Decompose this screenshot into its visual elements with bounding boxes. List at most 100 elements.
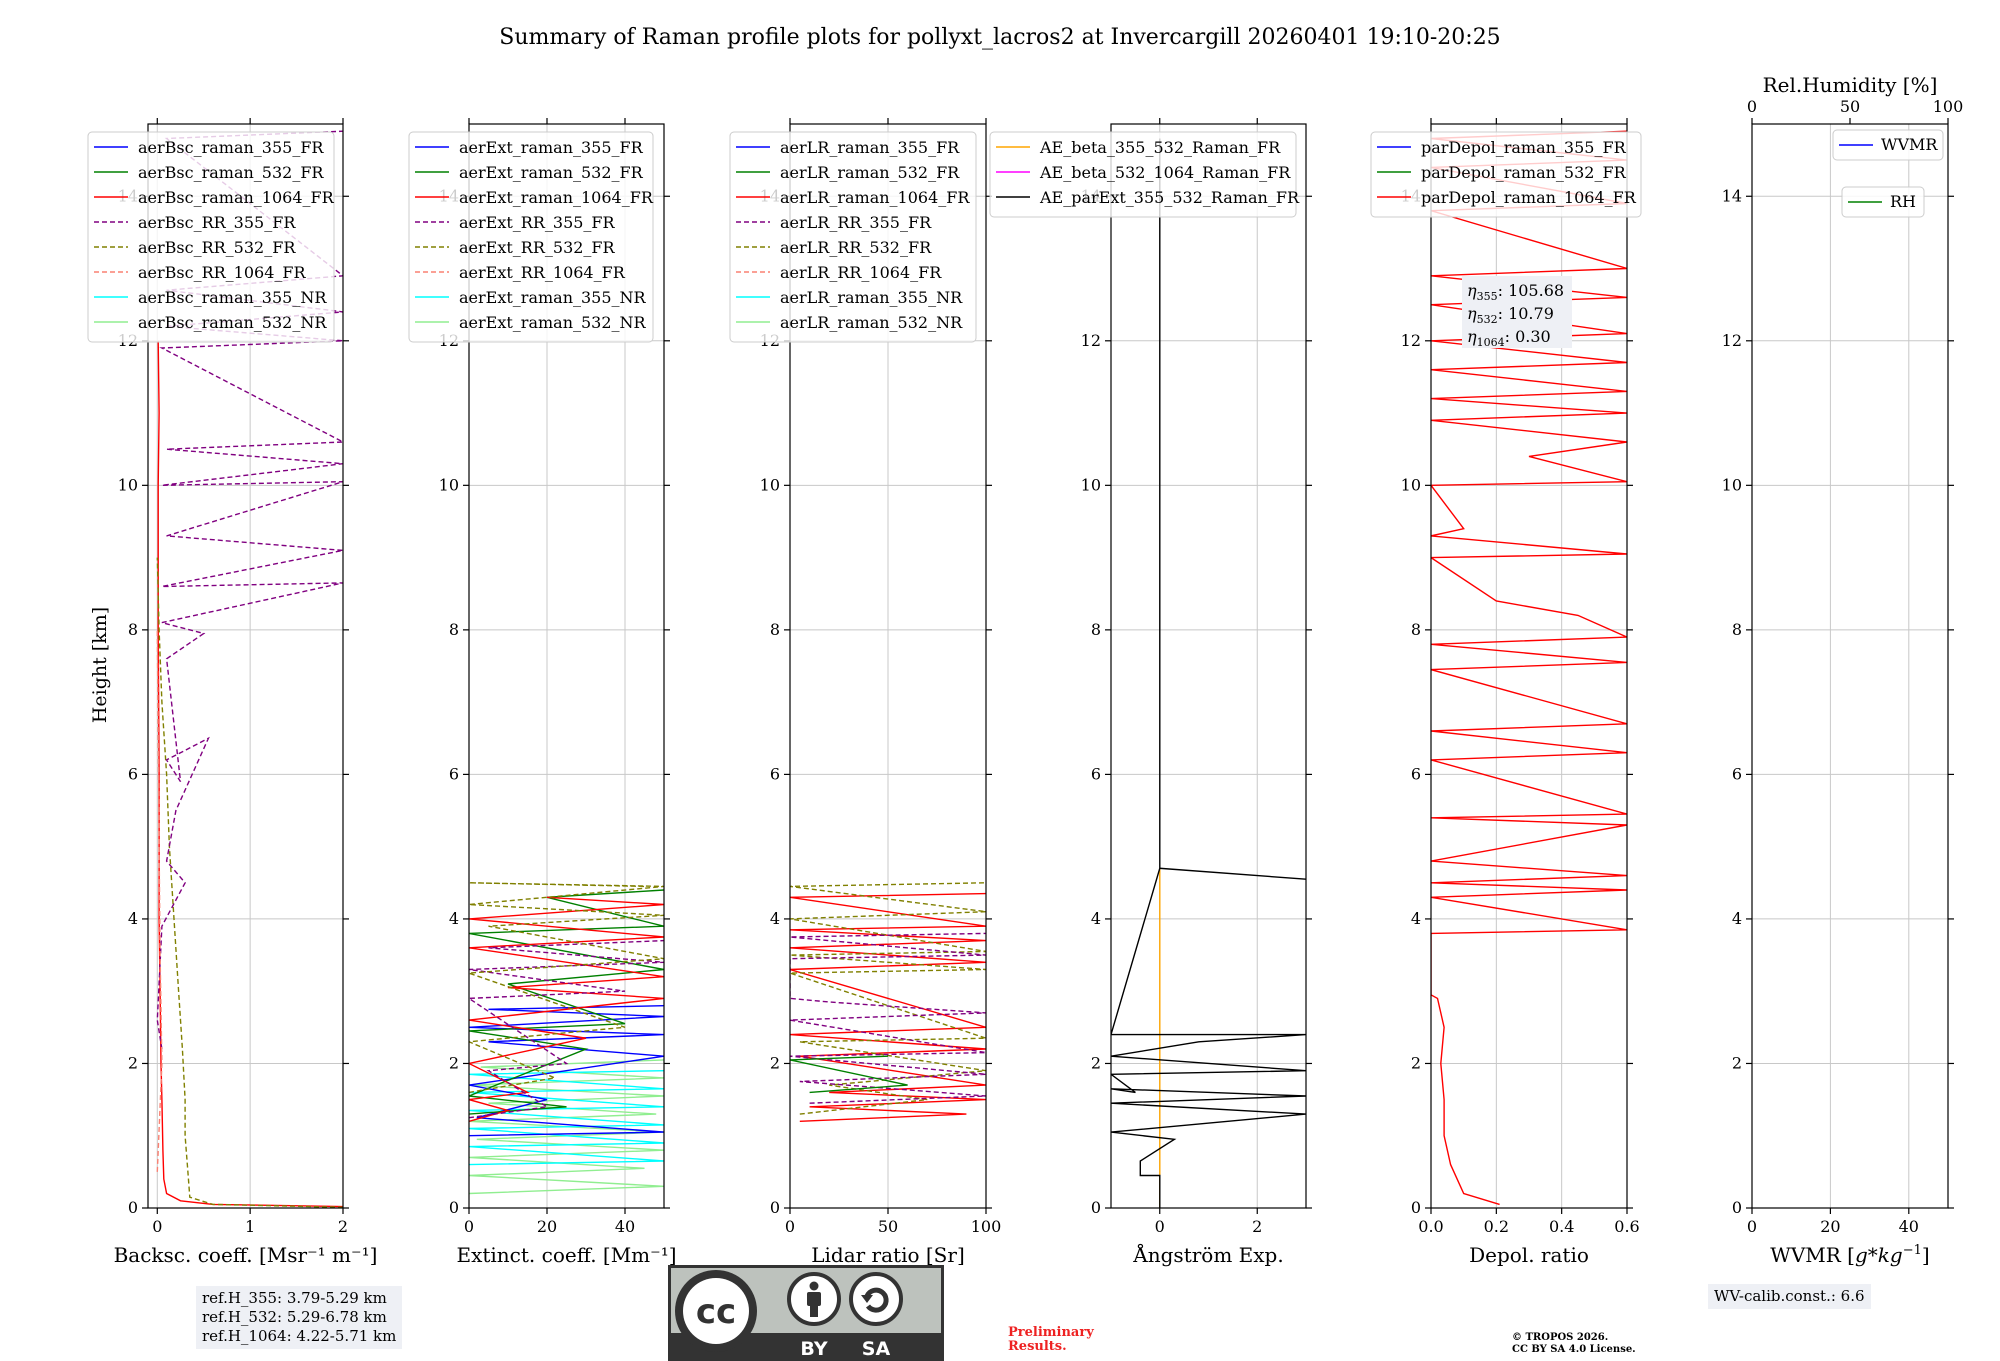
wv-calibration-box: WV-calib.const.: 6.6	[1708, 1284, 1871, 1309]
x-axis-label-part: kg	[1878, 1243, 1903, 1267]
legend-label-parDepol_raman_1064_FR: parDepol_raman_1064_FR	[1421, 188, 1637, 207]
x-tick-label: 20	[537, 1217, 557, 1236]
legend-box: aerExt_raman_355_FR aerExt_raman_532_FRae…	[408, 131, 654, 343]
x-tick-label: 0.0	[1418, 1217, 1443, 1236]
y-tick-label: 6	[128, 764, 138, 783]
legend-box: RH	[1841, 186, 1925, 218]
x-tick-label: 0	[785, 1217, 795, 1236]
legend-box: aerLR_raman_355_FR aerLR_raman_532_FR aerL…	[729, 131, 977, 343]
x-tick-label: 0	[464, 1217, 474, 1236]
legend-label-aerBsc_RR_355_FR: aerBsc_RR_355_FR	[138, 213, 296, 232]
x-tick-label: 40	[615, 1217, 635, 1236]
axes-frame	[147, 123, 344, 1209]
legend-label-RH: RH	[1890, 192, 1916, 211]
legend-label-aerExt_raman_355_FR: aerExt_raman_355_FR	[459, 138, 644, 157]
y-tick-label: 10	[1722, 475, 1742, 494]
eta-subscript: 1064	[1477, 336, 1505, 349]
top-x-tick-label: 0	[1747, 97, 1757, 116]
by-label: BY	[800, 1338, 827, 1360]
y-tick-label: 12	[1722, 331, 1742, 350]
cc-by-sa-badge: cc BY SA	[668, 1265, 944, 1361]
copyright-line-1: © TROPOS 2026.	[1512, 1332, 1609, 1343]
series-group	[1431, 130, 1627, 1206]
legend-label-aerExt_raman_532_FR: aerExt_raman_532_FR	[459, 163, 644, 182]
legend-label-aerExt_raman_1064_FR: aerExt_raman_1064_FR	[459, 188, 654, 207]
figure-title: Summary of Raman profile plots for polly…	[499, 25, 1500, 50]
panel-depolarization: 0.00.20.40.602468101214Depol. ratioparDe…	[1370, 118, 1642, 1267]
reference-height-box: ref.H_355: 3.79-5.29 km ref.H_532: 5.29-…	[196, 1286, 403, 1349]
x-tick-label: 0	[152, 1217, 162, 1236]
legend-frame	[989, 131, 1297, 218]
eta-annotation-355: η355: 105.68	[1467, 281, 1564, 303]
panel-backscatter: 01202468101214Backsc. coeff. [Msr⁻¹ m⁻¹]…	[87, 118, 377, 1267]
legend-label-aerLR_RR_355_FR: aerLR_RR_355_FR	[780, 213, 932, 232]
y-tick-label: 12	[1401, 331, 1421, 350]
cc-circle-inner	[683, 1278, 749, 1344]
legend-label-AE_beta_532_1064_Raman_FR: AE_beta_532_1064_Raman_FR	[1039, 163, 1291, 182]
panel-water-vapor: 0 20 40 0 2 4 6 8 10 12 14 WVMR [g*kg−1] 0 50 100Rel.H…	[1722, 73, 1964, 1267]
series-line-aerExt_raman_1064_FR	[469, 896, 664, 1122]
legend-label-aerLR_raman_1064_FR: aerLR_raman_1064_FR	[780, 188, 970, 207]
panel-angstrom: 0202468101214Ångström Exp.AE_beta_355_53…	[989, 118, 1312, 1267]
eta-symbol: η	[1467, 304, 1477, 323]
y-tick-label: 8	[449, 620, 459, 639]
legend-box: parDepol_raman_355_FR parDepol_raman_532_…	[1370, 131, 1642, 218]
x-tick-label: 0.2	[1484, 1217, 1509, 1236]
eta-annotation-532: η532: 10.79	[1467, 304, 1554, 326]
legend-label-aerExt_RR_532_FR: aerExt_RR_532_FR	[459, 238, 616, 257]
y-tick-label: 8	[1091, 620, 1101, 639]
legend-label-aerLR_raman_355_NR: aerLR_raman_355_NR	[780, 288, 963, 307]
y-tick-label: 0	[449, 1198, 459, 1217]
cc-icon: cc	[696, 1292, 736, 1332]
eta-box-bg	[1462, 276, 1572, 348]
legend-frame	[408, 131, 654, 343]
x-axis-label: Lidar ratio [Sr]	[811, 1243, 965, 1267]
legend-frame	[1841, 186, 1925, 218]
series-line-aerExt_raman_355_FR	[469, 1005, 664, 1137]
top-axis-label: Rel.Humidity [%]	[1763, 73, 1938, 97]
y-tick-label: 6	[1091, 764, 1101, 783]
legend-label-aerBsc_raman_532_NR: aerBsc_raman_532_NR	[138, 313, 327, 332]
legend-frame	[1832, 129, 1944, 161]
y-tick-label: 8	[128, 620, 138, 639]
y-tick-label: 10	[439, 475, 459, 494]
legend-frame	[1370, 131, 1642, 218]
by-icon-body	[807, 1292, 821, 1306]
eta-subscript: 532	[1477, 313, 1498, 326]
y-tick-label: 12	[1081, 331, 1101, 350]
y-tick-label: 6	[449, 764, 459, 783]
y-tick-label: 2	[770, 1053, 780, 1072]
by-icon-head	[809, 1281, 819, 1291]
y-tick-label: 0	[1411, 1198, 1421, 1217]
legend-label-AE_parExt_355_532_Raman_FR: AE_parExt_355_532_Raman_FR	[1039, 188, 1300, 207]
y-tick-label: 0	[128, 1198, 138, 1217]
x-axis-label-part: WVMR [	[1770, 1243, 1855, 1267]
eta-symbol: η	[1467, 281, 1477, 300]
y-tick-label: 14	[1722, 186, 1742, 205]
axes-frame	[1751, 123, 1949, 1209]
y-tick-label: 0	[1091, 1198, 1101, 1217]
y-tick-label: 8	[770, 620, 780, 639]
series-line-aerLR_raman_1064_FR	[790, 892, 986, 1122]
legend-label-aerBsc_raman_1064_FR: aerBsc_raman_1064_FR	[138, 188, 335, 207]
legend-label-parDepol_raman_355_FR: parDepol_raman_355_FR	[1421, 138, 1627, 157]
series-line-parDepol_raman_1064_FR	[1431, 130, 1627, 1206]
series-line-aerLR_RR_532_FR	[790, 882, 986, 1115]
x-axis-label-part: *	[1868, 1243, 1878, 1267]
eta-subscript: 355	[1477, 290, 1498, 303]
axes-frame	[468, 123, 665, 1209]
x-axis-label-part: g	[1855, 1243, 1868, 1267]
ref-height-532: ref.H_532: 5.29-6.78 km	[202, 1308, 387, 1326]
legend-box: WVMR	[1832, 129, 1944, 161]
legend-label-aerLR_RR_1064_FR: aerLR_RR_1064_FR	[780, 263, 942, 282]
x-tick-label: 1	[245, 1217, 255, 1236]
y-tick-label: 4	[1732, 909, 1742, 928]
legend-label-aerLR_raman_355_FR: aerLR_raman_355_FR	[780, 138, 960, 157]
preliminary-line-1: Preliminary	[1008, 1325, 1094, 1340]
legend-box: aerBsc_raman_355_FR aerBsc_raman_532_FRae…	[87, 131, 335, 343]
series-group	[790, 882, 986, 1122]
panel-lidar-ratio: 05010002468101214Lidar ratio [Sr]aerLR_r…	[729, 118, 1001, 1267]
y-tick-label: 10	[118, 475, 138, 494]
axes-frame	[1110, 123, 1307, 1209]
